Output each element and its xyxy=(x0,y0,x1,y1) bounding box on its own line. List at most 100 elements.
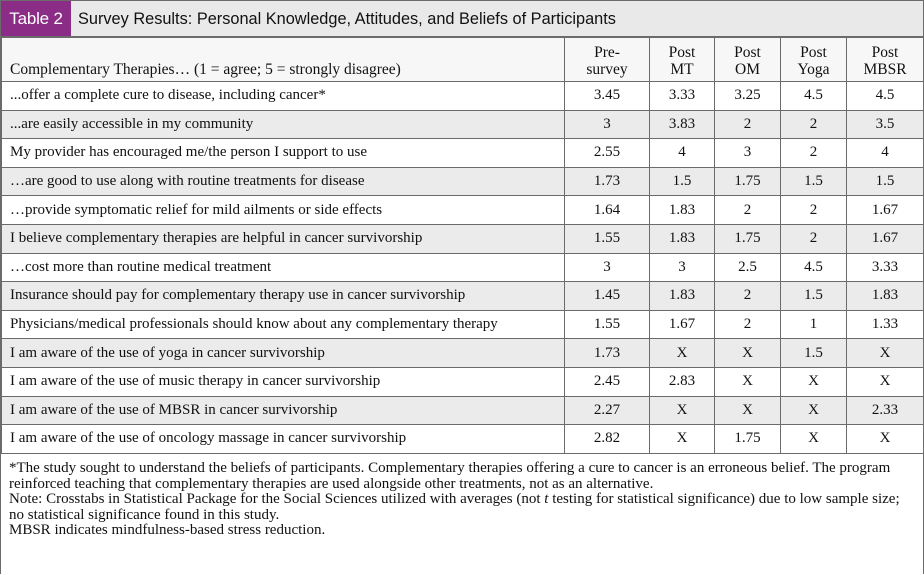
cell-post-mbsr: 2.33 xyxy=(846,395,924,426)
cell-post-om: 2 xyxy=(714,281,781,311)
table-row: Physicians/medical professionals should … xyxy=(1,309,924,340)
cell-pre-survey: 3 xyxy=(564,109,650,140)
cell-post-yoga: 4.5 xyxy=(780,81,847,111)
table-row: My provider has encouraged me/the person… xyxy=(1,138,924,168)
cell-pre-survey: 1.55 xyxy=(564,309,650,340)
cell-post-mt: X xyxy=(649,424,715,454)
cell-pre-survey: 1.55 xyxy=(564,223,650,254)
table-row: Insurance should pay for complementary t… xyxy=(1,281,924,311)
cell-post-mt: 1.83 xyxy=(649,281,715,311)
row-question: I am aware of the use of music therapy i… xyxy=(1,366,565,397)
table-row: I believe complementary therapies are he… xyxy=(1,223,924,254)
row-question: …provide symptomatic relief for mild ail… xyxy=(1,195,565,225)
cell-post-mt: 1.67 xyxy=(649,309,715,340)
column-header-pre-survey: Pre-survey xyxy=(564,37,650,82)
note-mbsr-abbreviation: MBSR indicates mindfulness-based stress … xyxy=(9,522,326,539)
cell-post-om: 2 xyxy=(714,309,781,340)
cell-post-mt: 1.83 xyxy=(649,223,715,254)
cell-post-om: 1.75 xyxy=(714,424,781,454)
cell-post-mbsr: 1.5 xyxy=(846,166,924,197)
row-question: My provider has encouraged me/the person… xyxy=(1,138,565,168)
cell-pre-survey: 2.82 xyxy=(564,424,650,454)
cell-post-mbsr: X xyxy=(846,338,924,368)
cell-post-mbsr: X xyxy=(846,424,924,454)
cell-post-yoga: 1.5 xyxy=(780,166,847,197)
cell-pre-survey: 1.45 xyxy=(564,281,650,311)
table-row: …cost more than routine medical treatmen… xyxy=(1,252,924,283)
cell-post-om: 2.5 xyxy=(714,252,781,283)
cell-post-mt: 4 xyxy=(649,138,715,168)
table-row: ...are easily accessible in my community… xyxy=(1,109,924,140)
cell-post-om: 1.75 xyxy=(714,223,781,254)
column-header-post-yoga-line1: Post xyxy=(800,44,827,61)
table-row: …provide symptomatic relief for mild ail… xyxy=(1,195,924,225)
row-question: I am aware of the use of oncology massag… xyxy=(1,424,565,454)
cell-post-yoga: 2 xyxy=(780,109,847,140)
table-notes: *The study sought to understand the beli… xyxy=(1,459,923,575)
column-header-post-yoga-line2: Yoga xyxy=(797,61,830,78)
survey-results-table: Complementary Therapies… (1 = agree; 5 =… xyxy=(1,37,924,454)
column-header-row: Complementary Therapies… (1 = agree; 5 =… xyxy=(1,37,924,82)
cell-pre-survey: 1.64 xyxy=(564,195,650,225)
table-row: ...offer a complete cure to disease, inc… xyxy=(1,81,924,111)
cell-post-om: 3 xyxy=(714,138,781,168)
row-question: …are good to use along with routine trea… xyxy=(1,166,565,197)
note-crosstabs-text-start: Note: Crosstabs in Statistical Package f… xyxy=(9,491,545,508)
cell-pre-survey: 1.73 xyxy=(564,166,650,197)
note-crosstabs-italic-t: t xyxy=(544,491,549,508)
cell-post-om: X xyxy=(714,338,781,368)
column-header-pre-survey-line1: Pre- xyxy=(594,44,620,61)
table-row: I am aware of the use of MBSR in cancer … xyxy=(1,395,924,426)
cell-post-mbsr: 3.33 xyxy=(846,252,924,283)
cell-post-mbsr: 1.67 xyxy=(846,195,924,225)
table-row: I am aware of the use of yoga in cancer … xyxy=(1,338,924,368)
cell-pre-survey: 2.45 xyxy=(564,366,650,397)
cell-post-om: X xyxy=(714,366,781,397)
cell-post-yoga: 2 xyxy=(780,138,847,168)
table-row: I am aware of the use of oncology massag… xyxy=(1,424,924,454)
column-header-post-mbsr-line1: Post xyxy=(871,44,899,61)
row-question: Physicians/medical professionals should … xyxy=(1,309,565,340)
column-header-post-om-line1: Post xyxy=(734,44,761,61)
cell-post-mt: 3.83 xyxy=(649,109,715,140)
cell-post-om: X xyxy=(714,395,781,426)
cell-post-mbsr: 1.33 xyxy=(846,309,924,340)
row-question: ...offer a complete cure to disease, inc… xyxy=(1,81,565,111)
cell-post-yoga: 1.5 xyxy=(780,281,847,311)
cell-post-mt: X xyxy=(649,395,715,426)
table-row: I am aware of the use of music therapy i… xyxy=(1,366,924,397)
row-question: …cost more than routine medical treatmen… xyxy=(1,252,565,283)
cell-post-yoga: X xyxy=(780,395,847,426)
cell-post-yoga: X xyxy=(780,366,847,397)
row-question: I am aware of the use of MBSR in cancer … xyxy=(1,395,565,426)
table-header: Table 2 Survey Results: Personal Knowled… xyxy=(1,1,923,37)
column-header-post-mbsr-line2: MBSR xyxy=(863,61,907,78)
cell-post-om: 2 xyxy=(714,109,781,140)
row-question: Insurance should pay for complementary t… xyxy=(1,281,565,311)
cell-post-yoga: 1 xyxy=(780,309,847,340)
cell-post-mbsr: 1.67 xyxy=(846,223,924,254)
cell-post-yoga: 2 xyxy=(780,195,847,225)
cell-post-yoga: 1.5 xyxy=(780,338,847,368)
cell-post-mt: X xyxy=(649,338,715,368)
cell-post-mbsr: 4.5 xyxy=(846,81,924,111)
cell-pre-survey: 2.27 xyxy=(564,395,650,426)
cell-post-mt: 2.83 xyxy=(649,366,715,397)
cell-post-mbsr: 4 xyxy=(846,138,924,168)
cell-post-mt: 3 xyxy=(649,252,715,283)
row-question: ...are easily accessible in my community xyxy=(1,109,565,140)
cell-post-mbsr: X xyxy=(846,366,924,397)
cell-post-yoga: 2 xyxy=(780,223,847,254)
column-header-question: Complementary Therapies… (1 = agree; 5 =… xyxy=(1,37,565,82)
table-number-label: Table 2 xyxy=(1,1,71,36)
row-question: I am aware of the use of yoga in cancer … xyxy=(1,338,565,368)
table-title: Survey Results: Personal Knowledge, Atti… xyxy=(78,9,616,28)
cell-post-yoga: 4.5 xyxy=(780,252,847,283)
footnote-erroneous-belief: *The study sought to understand the beli… xyxy=(9,460,891,492)
cell-post-mt: 1.5 xyxy=(649,166,715,197)
cell-post-mt: 1.83 xyxy=(649,195,715,225)
cell-post-om: 2 xyxy=(714,195,781,225)
note-crosstabs: Note: Crosstabs in Statistical Package f… xyxy=(9,491,915,523)
cell-post-mbsr: 1.83 xyxy=(846,281,924,311)
column-header-post-mt: Post MT xyxy=(649,37,715,82)
